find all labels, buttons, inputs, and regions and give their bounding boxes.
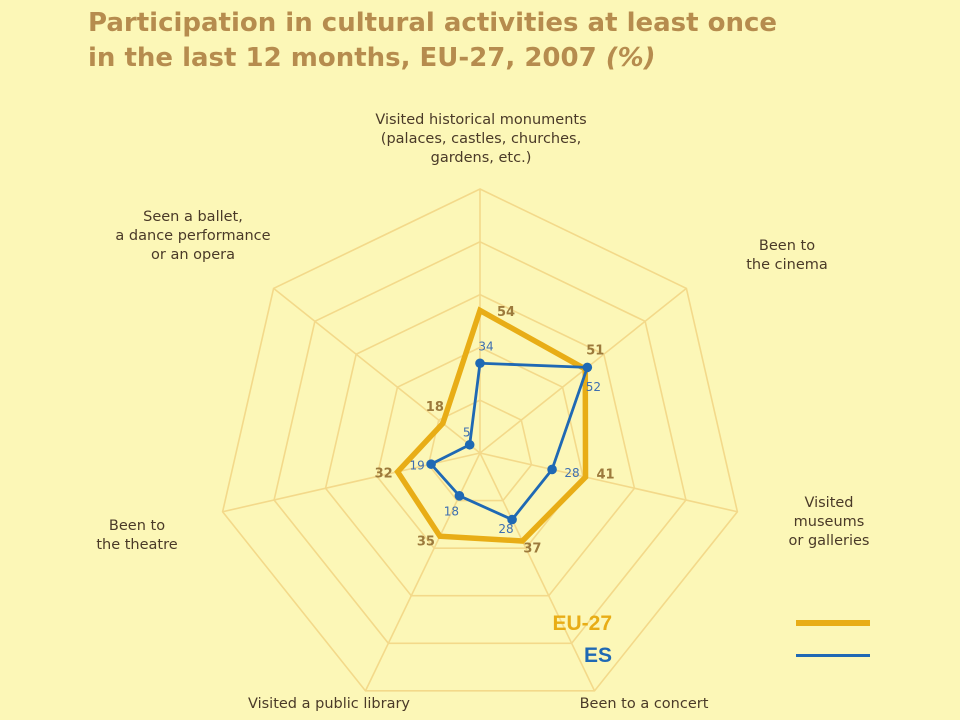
data-label-es: 19 — [409, 459, 424, 473]
axis-label-line: Been to — [759, 238, 815, 254]
axis-label-line: Visited historical monuments — [375, 112, 586, 128]
axis-label: Been to the cinema — [746, 238, 828, 273]
data-label-es: 5 — [463, 425, 471, 439]
radar-series — [394, 306, 593, 544]
axis-label-line: Visited a public library — [248, 696, 410, 712]
data-label-es: 28 — [564, 466, 579, 480]
legend-swatch-es — [796, 654, 870, 657]
axis-label-line: a dance performance — [115, 228, 270, 244]
data-label-es: 18 — [444, 504, 459, 518]
radar-labels: 54 51 41 37 35 32 18 34 52 28 28 18 19 5 Visited histo… — [96, 112, 869, 712]
data-label-es: 34 — [478, 340, 493, 354]
series-point-es — [547, 464, 557, 475]
axis-label: Been to a concert — [580, 696, 709, 712]
title-unit: (%) — [605, 43, 656, 73]
data-label-eu27: 35 — [417, 535, 435, 550]
grid-ring — [273, 240, 687, 645]
grid-spoke — [273, 287, 481, 454]
legend-label-eu27: EU-27 — [552, 612, 612, 635]
grid-ring — [221, 188, 739, 692]
grid-spoke — [364, 452, 481, 692]
grid-spoke — [222, 452, 481, 513]
series-point-es — [582, 362, 593, 373]
chart-title: Participation in cultural activities at … — [88, 6, 848, 76]
data-label-eu27: 54 — [497, 305, 515, 320]
data-label-eu27: 37 — [523, 542, 541, 557]
axis-label: Visited museums or galleries — [789, 495, 870, 549]
axis-label-line: or an opera — [151, 247, 235, 263]
axis-label-line: Been to a concert — [580, 696, 709, 712]
series-point-es — [464, 439, 475, 450]
grid-ring — [324, 293, 636, 597]
grid-ring — [376, 346, 584, 549]
axis-label-line: museums — [794, 514, 865, 530]
title-line-1: Participation in cultural activities at … — [88, 8, 778, 38]
series-point-es — [454, 491, 465, 501]
series-line-es — [429, 361, 589, 521]
series-line-eu27 — [394, 306, 589, 544]
data-label-eu27: 41 — [596, 468, 614, 483]
grid-spoke — [479, 452, 596, 692]
axis-label: Been to the theatre — [96, 518, 177, 553]
title-line-2: in the last 12 months, EU-27, 2007 — [88, 43, 606, 73]
axis-label-line: Been to — [109, 518, 165, 534]
axis-label: Visited a public library — [248, 696, 410, 712]
radar-grid — [221, 188, 739, 692]
axis-label-line: Seen a ballet, — [143, 209, 243, 225]
axis-label: Visited historical monuments (palaces, ca… — [375, 112, 586, 166]
data-label-eu27: 51 — [586, 344, 604, 359]
data-label-es: 28 — [498, 522, 513, 536]
axis-label-line: the cinema — [746, 257, 828, 273]
axis-label: Seen a ballet, a dance performance or an o… — [115, 209, 270, 263]
axis-label-line: or galleries — [789, 533, 870, 549]
grid-spoke — [479, 452, 738, 513]
axis-label-line: gardens, etc.) — [431, 150, 532, 166]
data-label-eu27: 32 — [375, 466, 393, 481]
series-point-es — [426, 459, 436, 469]
legend-swatch-eu27 — [796, 620, 870, 626]
data-label-eu27: 18 — [426, 400, 444, 415]
data-label-es: 52 — [586, 380, 601, 394]
series-point-es — [475, 358, 485, 369]
axis-label-line: (palaces, castles, churches, — [381, 131, 581, 147]
axis-label-line: Visited — [804, 495, 853, 511]
legend-label-es: ES — [583, 644, 612, 667]
series-point-es — [507, 514, 517, 525]
axis-label-line: the theatre — [96, 537, 177, 553]
